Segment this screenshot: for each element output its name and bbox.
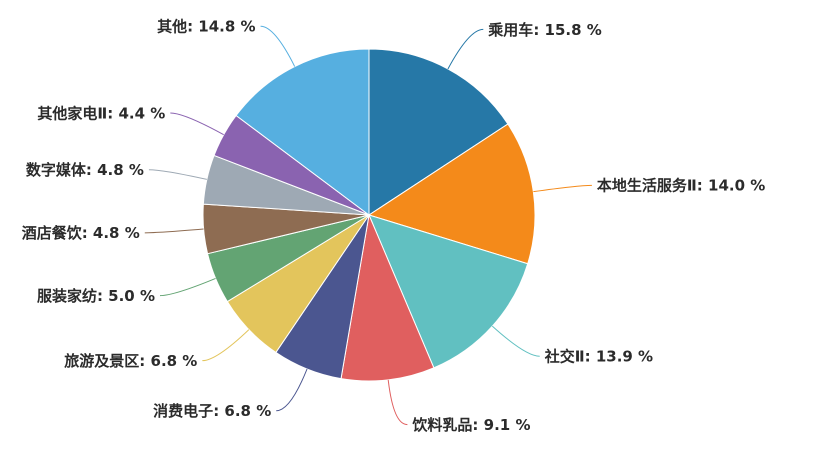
slice-label-unit: % — [150, 104, 165, 122]
slice-label: 旅游及景区: 6.8 % — [64, 352, 197, 370]
slice-label: 其他: 14.8 % — [157, 18, 256, 36]
slice-label: 酒店餐饮: 4.8 % — [22, 224, 140, 242]
slice-label: 消费电子: 6.8 % — [153, 402, 271, 420]
slice-label-value: : 14.8 — [187, 18, 240, 36]
slice-label-name: 乘用车 — [487, 21, 533, 39]
slice-label-name: 其他 — [157, 18, 187, 36]
slice-label-value: : 6.8 — [139, 352, 182, 370]
label-line — [533, 184, 592, 193]
label-line — [260, 25, 296, 67]
slice-label: 其他家电Ⅱ: 4.4 % — [37, 104, 165, 122]
slice-label-unit: % — [241, 18, 256, 36]
pie-slice — [340, 214, 435, 382]
slice-label-value: : 9.1 — [472, 416, 515, 434]
slice-label-name: 其他家电Ⅱ — [37, 104, 107, 122]
slice-label-name: 本地生活服务Ⅱ — [597, 177, 697, 195]
slice-label-unit: % — [638, 348, 653, 366]
pie-slices — [202, 48, 536, 382]
slice-label-name: 社交Ⅱ — [544, 348, 585, 366]
slice-label-name: 旅游及景区 — [64, 352, 139, 370]
slice-label-unit: % — [129, 161, 144, 179]
slice-label-unit: % — [587, 21, 602, 39]
slice-label-unit: % — [750, 177, 765, 195]
label-line — [447, 28, 484, 70]
slice-label-value: : 13.9 — [585, 348, 638, 366]
slice-label: 饮料乳品: 9.1 % — [411, 416, 530, 434]
slice-label: 乘用车: 15.8 % — [487, 21, 602, 39]
slice-label-unit: % — [256, 402, 271, 420]
slice-label-unit: % — [140, 287, 155, 305]
label-line — [144, 228, 204, 234]
slice-label-value: : 15.8 — [533, 21, 586, 39]
label-line — [276, 368, 308, 412]
pie-slice — [235, 48, 370, 216]
slice-label: 本地生活服务Ⅱ: 14.0 % — [597, 177, 765, 195]
slice-label-value: : 14.0 — [697, 177, 750, 195]
slice-label-value: : 4.8 — [82, 224, 125, 242]
slice-label-unit: % — [125, 224, 140, 242]
label-line — [170, 112, 224, 136]
label-line — [387, 379, 408, 426]
slice-label: 服装家纺: 5.0 % — [37, 287, 155, 305]
label-line — [491, 325, 540, 357]
slice-label-value: : 4.8 — [86, 161, 129, 179]
slice-label-name: 饮料乳品 — [411, 416, 472, 434]
slice-label-name: 数字媒体 — [26, 161, 87, 179]
label-line — [148, 169, 207, 180]
label-line — [202, 329, 250, 362]
slice-label: 社交Ⅱ: 13.9 % — [544, 348, 653, 366]
slice-label-name: 服装家纺 — [37, 287, 97, 305]
slice-labels: 乘用车: 15.8 %本地生活服务Ⅱ: 14.0 %社交Ⅱ: 13.9 %饮料乳… — [22, 18, 766, 434]
slice-label-value: : 5.0 — [97, 287, 140, 305]
slice-label-unit: % — [515, 416, 530, 434]
slice-label: 数字媒体: 4.8 % — [26, 161, 144, 179]
slice-label-value: : 6.8 — [213, 402, 256, 420]
slice-label-unit: % — [182, 352, 197, 370]
label-line — [159, 277, 216, 297]
label-lines — [144, 25, 592, 426]
slice-label-name: 酒店餐饮 — [22, 224, 83, 242]
slice-label-value: : 4.4 — [107, 104, 150, 122]
slice-label-name: 消费电子 — [153, 402, 213, 420]
